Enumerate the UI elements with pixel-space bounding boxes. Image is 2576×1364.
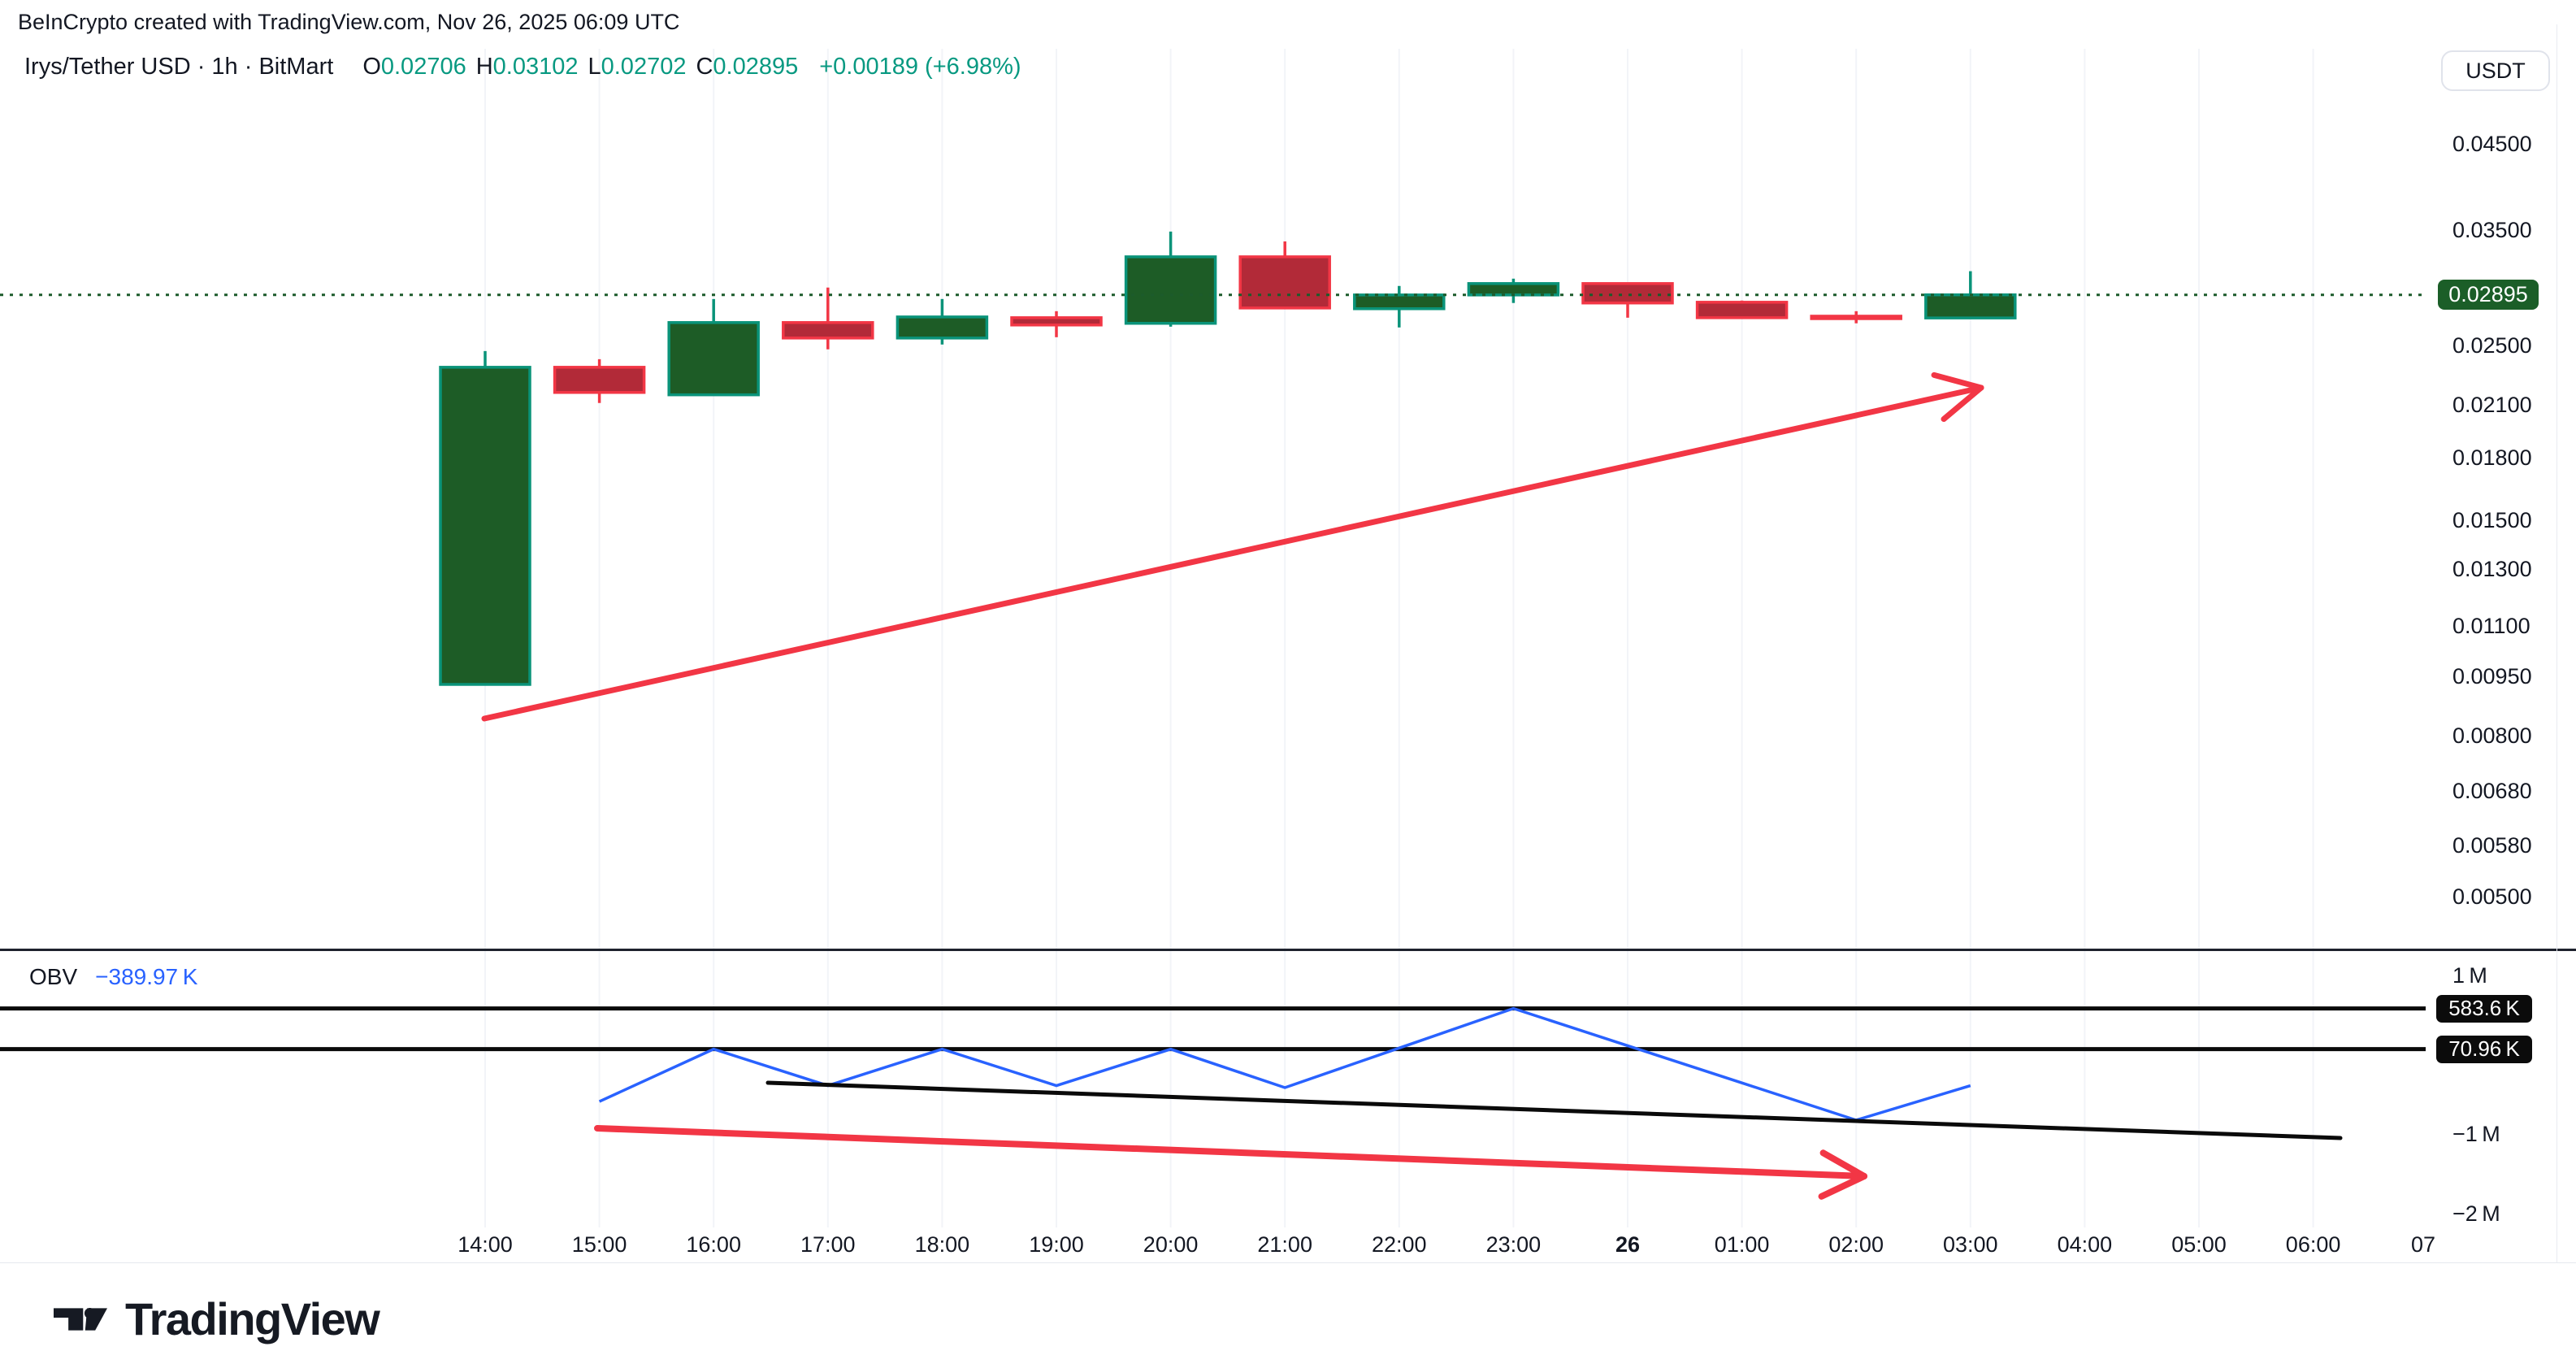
tradingview-logo[interactable]: TradingView — [54, 1292, 380, 1345]
price-tick: 0.00580 — [2452, 832, 2532, 858]
price-tick: 0.01800 — [2452, 445, 2532, 470]
candle-14:00 — [439, 366, 531, 686]
obv-level-badge: 583.6 K — [2436, 994, 2532, 1023]
obv-tick: 1 M — [2452, 963, 2487, 988]
ohlc-value: 0.02702 — [601, 54, 687, 80]
obv-trend-arrow — [594, 1125, 1867, 1179]
time-tick-16:00: 16:00 — [686, 1232, 741, 1257]
time-tick-02:00: 02:00 — [1828, 1232, 1884, 1257]
time-tick-05:00: 05:00 — [2171, 1232, 2227, 1257]
candle-21:00 — [1238, 255, 1331, 310]
time-tick-23:00: 23:00 — [1485, 1232, 1542, 1257]
price-tick: 0.00680 — [2452, 778, 2532, 803]
price-tick: 0.04500 — [2452, 131, 2532, 156]
price-change: +0.00189 (+6.98%) — [819, 54, 1021, 80]
tradingview-wordmark: TradingView — [125, 1293, 380, 1344]
price-tick: 0.00500 — [2452, 884, 2532, 909]
obv-tick: −1 M — [2452, 1122, 2500, 1147]
time-tick-20:00: 20:00 — [1143, 1232, 1199, 1257]
price-tick: 0.03500 — [2452, 217, 2532, 242]
time-tick-01:00: 01:00 — [1714, 1232, 1770, 1257]
ohlc-letter: L — [588, 54, 601, 80]
price-axis-border — [2556, 24, 2557, 1262]
ohlc-value: 0.02895 — [713, 54, 799, 80]
time-tick-07: 07 — [2410, 1232, 2436, 1257]
currency-toggle-usdt[interactable]: USDT — [2441, 50, 2550, 91]
time-tick-04:00: 04:00 — [2057, 1232, 2113, 1257]
attribution-text: BeInCrypto created with TradingView.com,… — [18, 10, 680, 34]
time-tick-15:00: 15:00 — [571, 1232, 627, 1257]
obv-trend-arrow-head — [1818, 1173, 1867, 1200]
time-tick-14:00: 14:00 — [458, 1232, 513, 1257]
time-tick-21:00: 21:00 — [1257, 1232, 1312, 1257]
ohlc-letter: C — [696, 54, 713, 80]
ohlc-values: O0.02706 H0.03102 L0.02702 C0.02895 — [353, 54, 798, 80]
time-tick-17:00: 17:00 — [800, 1232, 856, 1257]
candle-15:00 — [553, 366, 646, 394]
price-tick: 0.01300 — [2452, 556, 2532, 581]
time-tick-03:00: 03:00 — [1943, 1232, 1998, 1257]
obv-value: −389.97 K — [95, 964, 198, 989]
candle-16:00 — [667, 321, 760, 397]
price-tick: 0.02100 — [2452, 392, 2532, 417]
time-tick-22:00: 22:00 — [1372, 1232, 1427, 1257]
candle-18:00 — [896, 315, 989, 340]
ohlc-letter: O — [362, 54, 381, 80]
candle-20:00 — [1124, 255, 1217, 325]
last-price-badge: 0.02895 — [2438, 280, 2539, 311]
main-trend-arrow-head — [1941, 384, 1984, 423]
candle-19:00 — [1010, 316, 1103, 327]
time-axis-separator — [0, 1262, 2576, 1263]
time-tick-18:00: 18:00 — [914, 1232, 970, 1257]
ohlc-letter: H — [475, 54, 493, 80]
obv-trendline — [765, 1080, 2343, 1140]
price-tick: 0.02500 — [2452, 332, 2532, 358]
candle-22:00 — [1353, 293, 1446, 311]
tradingview-mark-icon — [54, 1307, 107, 1331]
obv-level-badge: 70.96 K — [2436, 1035, 2532, 1063]
symbol-title[interactable]: Irys/Tether USD · 1h · BitMart — [24, 54, 334, 80]
price-tick: 0.01500 — [2452, 507, 2532, 532]
time-tick-19:00: 19:00 — [1029, 1232, 1084, 1257]
price-tick: 0.01100 — [2452, 614, 2530, 639]
obv-legend: OBV −389.97 K — [29, 964, 197, 990]
candle-01:00 — [1695, 301, 1789, 319]
price-tick: 0.00800 — [2452, 723, 2532, 748]
obv-tick: −2 M — [2452, 1201, 2500, 1226]
time-tick-26: 26 — [1615, 1232, 1641, 1257]
candle-23:00 — [1467, 282, 1560, 297]
time-tick-06:00: 06:00 — [2285, 1232, 2341, 1257]
candle-03:00 — [1924, 293, 2017, 319]
obv-label[interactable]: OBV — [29, 964, 78, 989]
ohlc-value: 0.03102 — [492, 54, 579, 80]
candle-26 — [1581, 282, 1674, 305]
main-trend-arrow — [481, 384, 1984, 722]
main-trend-arrow-head — [1931, 371, 1984, 391]
symbol-legend: Irys/Tether USD · 1h · BitMart O0.02706 H… — [24, 54, 1021, 80]
ohlc-value: 0.02706 — [380, 54, 466, 80]
pane-separator[interactable] — [0, 949, 2576, 951]
candle-17:00 — [782, 321, 874, 340]
price-tick: 0.00950 — [2452, 664, 2532, 689]
obv-trend-arrow-head — [1819, 1149, 1867, 1179]
candle-02:00 — [1810, 315, 1902, 320]
